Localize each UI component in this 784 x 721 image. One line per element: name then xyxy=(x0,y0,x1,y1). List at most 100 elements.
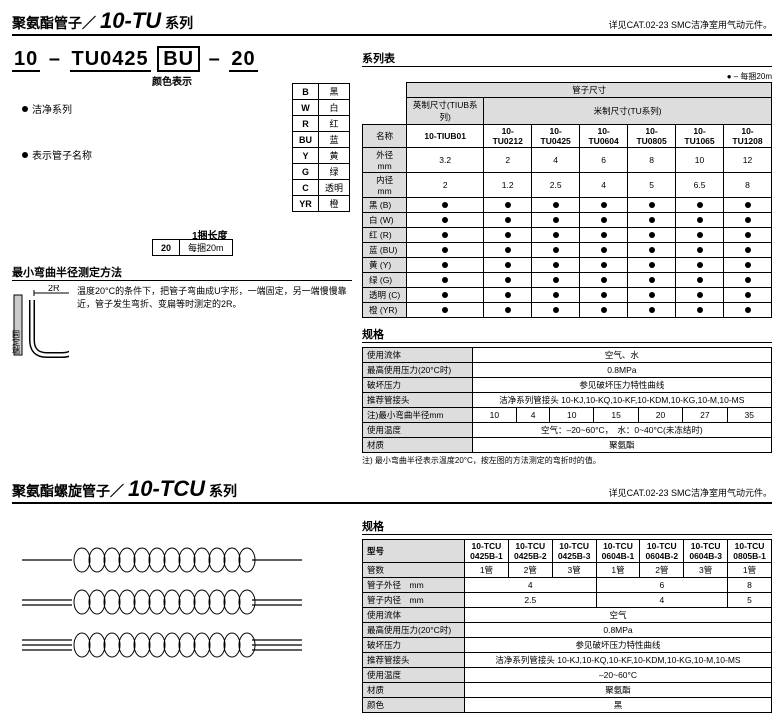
series-legend: ● – 每捆20m xyxy=(362,71,772,82)
tcu-temp-v: –20~60°C xyxy=(465,668,772,683)
color-name: 黑 xyxy=(319,84,350,100)
color-code: G xyxy=(293,164,319,180)
avail-dot xyxy=(407,213,484,228)
color-row-label: 红 (R) xyxy=(363,228,407,243)
avail-dot xyxy=(484,228,532,243)
avail-dot xyxy=(580,288,628,303)
length-box: 20 每捆20m xyxy=(152,239,352,256)
tcu-spec-header: 规格 xyxy=(362,518,772,535)
length-code: 20 xyxy=(153,240,180,256)
color-code: W xyxy=(293,100,319,116)
avail-dot xyxy=(724,228,772,243)
tcu-right-col: 规格 型号 10-TCU0425B-110-TCU0425B-210-TCU04… xyxy=(362,510,772,713)
color-code: YR xyxy=(293,196,319,212)
color-name: 绿 xyxy=(319,164,350,180)
tcu-mat-v: 聚氨酯 xyxy=(465,683,772,698)
avail-dot xyxy=(676,198,724,213)
avail-dot xyxy=(628,273,676,288)
tcu-temp-l: 使用温度 xyxy=(363,668,465,683)
method-block: 固定端 2R 温度20°C的条件下，把管子弯曲成U字形，一端固定，另一端慢慢靠近… xyxy=(12,285,352,365)
tu-right-col: 系列表 ● – 每捆20m 管子尺寸 英制尺寸(TIUB系列) 米制尺寸(TU系… xyxy=(362,42,772,466)
tcu-burst-l: 破坏压力 xyxy=(363,638,465,653)
tcu-fluid-v: 空气 xyxy=(465,608,772,623)
avail-dot xyxy=(724,258,772,273)
avail-dot xyxy=(676,228,724,243)
color-code: BU xyxy=(293,132,319,148)
avail-dot xyxy=(676,273,724,288)
avail-dot xyxy=(532,228,580,243)
avail-dot xyxy=(532,213,580,228)
color-name: 白 xyxy=(319,100,350,116)
color-row-label: 白 (W) xyxy=(363,213,407,228)
avail-dot xyxy=(580,243,628,258)
avail-dot xyxy=(580,213,628,228)
color-name: 橙 xyxy=(319,196,350,212)
fluid-v: 空气、水 xyxy=(472,348,771,363)
bullet-icon xyxy=(22,152,28,158)
partno-p2: TU0425 xyxy=(70,48,151,72)
method-text: 温度20°C的条件下，把管子弯曲成U字形，一端固定，另一端慢慢靠近，管子发生弯折… xyxy=(77,285,352,365)
tcu-mat-l: 材质 xyxy=(363,683,465,698)
length-header: 1捆长度 xyxy=(192,227,228,242)
avail-dot xyxy=(628,213,676,228)
tcu-od-l: 管子外径 mm xyxy=(363,578,465,593)
tcu-tubes-l: 管数 xyxy=(363,563,465,578)
tcu-title: 聚氨酯螺旋管子／ 10-TCU 系列 详见CAT.02-23 SMC洁净室用气动… xyxy=(12,476,772,504)
avail-dot xyxy=(532,303,580,318)
press-v: 0.8MPa xyxy=(472,363,771,378)
avail-dot xyxy=(407,258,484,273)
temp-l: 使用温度 xyxy=(363,423,473,438)
label-clean-text: 洁净系列 xyxy=(32,101,72,116)
tcu-fluid-l: 使用流体 xyxy=(363,608,465,623)
tu-left-col: 10 – TU0425 BU – 20 洁净系列 表示管子名称 颜色表示 B黑W… xyxy=(12,42,352,466)
avail-dot xyxy=(628,258,676,273)
color-row-label: 橙 (YR) xyxy=(363,303,407,318)
color-row-label: 黄 (Y) xyxy=(363,258,407,273)
tu-title-note: 详见CAT.02-23 SMC洁净室用气动元件。 xyxy=(609,18,772,31)
color-table: B黑W白R红BU蓝Y黄G绿C透明YR橙 xyxy=(292,83,350,212)
color-name: 黄 xyxy=(319,148,350,164)
metric-hdr: 米制尺寸(TU系列) xyxy=(484,98,772,125)
mat-v: 聚氨酯 xyxy=(472,438,771,453)
size-hdr: 管子尺寸 xyxy=(407,83,772,98)
inch-hdr: 英制尺寸(TIUB系列) xyxy=(407,98,484,125)
partno-dash2: – xyxy=(207,48,223,70)
series-header: 系列表 xyxy=(362,50,772,67)
mat-l: 材质 xyxy=(363,438,473,453)
tu-title: 聚氨酯管子／ 10-TU 系列 详见CAT.02-23 SMC洁净室用气动元件。 xyxy=(12,8,772,36)
avail-dot xyxy=(407,288,484,303)
avail-dot xyxy=(407,273,484,288)
avail-dot xyxy=(676,213,724,228)
tu-title-suffix: 系列 xyxy=(165,13,193,33)
label-tubename: 表示管子名称 xyxy=(22,147,92,162)
avail-dot xyxy=(407,243,484,258)
avail-dot xyxy=(484,243,532,258)
fitting-l: 推荐管接头 xyxy=(363,393,473,408)
tcu-press-l: 最高使用压力(20°C时) xyxy=(363,623,465,638)
tcu-fitting-v: 洁净系列管接头 10-KJ,10-KQ,10-KF,10-KDM,10-KG,1… xyxy=(465,653,772,668)
u-bend-diagram: 固定端 2R xyxy=(12,285,69,365)
tu-title-main: 聚氨酯管子／ xyxy=(12,13,96,33)
avail-dot xyxy=(407,228,484,243)
bend-l: 注)最小弯曲半径mm xyxy=(363,408,473,423)
burst-l: 破坏压力 xyxy=(363,378,473,393)
tcu-id-l: 管子内径 mm xyxy=(363,593,465,608)
fitting-v: 洁净系列管接头 10-KJ,10-KQ,10-KF,10-KDM,10-KG,1… xyxy=(472,393,771,408)
tcu-fitting-l: 推荐管接头 xyxy=(363,653,465,668)
avail-dot xyxy=(724,243,772,258)
color-row-label: 透明 (C) xyxy=(363,288,407,303)
avail-dot xyxy=(628,303,676,318)
tcu-title-main: 聚氨酯螺旋管子／ xyxy=(12,481,124,501)
color-row-label: 黑 (B) xyxy=(363,198,407,213)
tcu-title-suffix: 系列 xyxy=(209,481,237,501)
avail-dot xyxy=(580,258,628,273)
partno-p1: 10 xyxy=(12,48,40,72)
svg-text:2R: 2R xyxy=(48,285,60,293)
od-hdr: 外径 mm xyxy=(363,148,407,173)
avail-dot xyxy=(484,288,532,303)
avail-dot xyxy=(580,198,628,213)
color-name: 红 xyxy=(319,116,350,132)
spec-header: 规格 xyxy=(362,326,772,343)
avail-dot xyxy=(676,303,724,318)
avail-dot xyxy=(628,228,676,243)
